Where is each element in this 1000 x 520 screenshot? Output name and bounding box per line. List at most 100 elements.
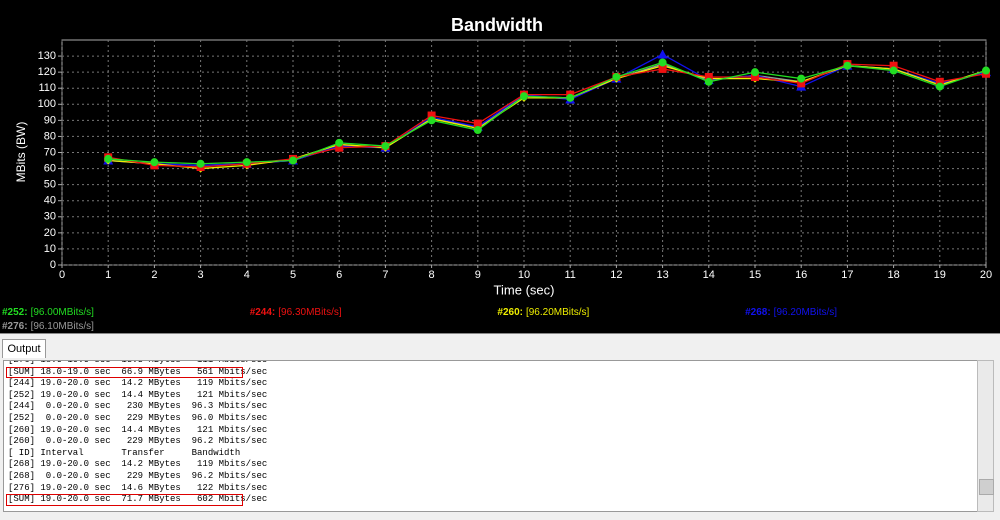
data-point xyxy=(150,158,159,167)
output-line: [244] 19.0-20.0 sec 14.2 MBytes 119 Mbit… xyxy=(8,378,268,389)
data-point xyxy=(196,159,205,168)
y-tick-label: 20 xyxy=(44,227,56,239)
x-tick-label: 0 xyxy=(59,269,65,281)
output-line: [260] 19.0-20.0 sec 14.4 MBytes 121 Mbit… xyxy=(8,424,268,435)
y-tick-label: 100 xyxy=(38,98,56,110)
legend-entry: #276: [96.10MBits/s] xyxy=(2,321,94,332)
data-point xyxy=(612,72,621,81)
chart: Bandwidth Time (sec) MBits (BW) 01020304… xyxy=(0,0,1000,333)
data-point xyxy=(982,66,990,75)
data-point xyxy=(797,74,806,83)
output-lines: [276] 18.0-19.0 sec 13.3 MBytes 111 Mbit… xyxy=(6,360,269,506)
x-tick-label: 7 xyxy=(382,269,388,281)
legend-summary: [96.10MBits/s] xyxy=(31,321,95,332)
legend-name: #260: xyxy=(497,307,523,318)
output-line: [SUM] 19.0-20.0 sec 71.7 MBytes 602 Mbit… xyxy=(6,494,268,506)
data-point xyxy=(427,116,436,125)
data-point xyxy=(289,156,297,165)
x-tick-label: 12 xyxy=(610,269,622,281)
legend-name: #252: xyxy=(2,307,28,318)
x-tick-label: 10 xyxy=(518,269,530,281)
y-axis-label: MBits (BW) xyxy=(14,122,28,183)
chart-background xyxy=(0,0,1000,333)
x-tick-label: 4 xyxy=(244,269,250,281)
chart-title: Bandwidth xyxy=(451,15,543,35)
data-point xyxy=(889,61,898,70)
data-point xyxy=(104,154,113,163)
legend-summary: [96.30MBits/s] xyxy=(278,307,342,318)
y-tick-label: 40 xyxy=(44,195,56,207)
x-tick-label: 9 xyxy=(475,269,481,281)
x-tick-label: 18 xyxy=(887,269,899,281)
series-line xyxy=(108,61,987,165)
output-line: [276] 18.0-19.0 sec 13.3 MBytes 111 Mbit… xyxy=(8,360,268,365)
output-line: [260] 0.0-20.0 sec 229 MBytes 96.2 Mbits… xyxy=(8,436,268,447)
data-point xyxy=(751,72,759,81)
x-tick-label: 3 xyxy=(198,269,204,281)
data-point xyxy=(335,138,344,147)
data-point xyxy=(797,79,806,88)
data-point xyxy=(658,64,667,73)
data-point xyxy=(427,111,436,120)
data-point xyxy=(381,142,390,151)
legend-entry: #268: [96.20MBits/s] xyxy=(745,307,837,318)
y-tick-label: 30 xyxy=(44,211,56,223)
data-point xyxy=(473,119,482,128)
x-tick-label: 16 xyxy=(795,269,807,281)
y-tick-label: 0 xyxy=(50,259,56,271)
data-point xyxy=(704,72,713,81)
y-tick-label: 80 xyxy=(44,130,56,142)
output-line: [SUM] 18.0-19.0 sec 66.9 MBytes 561 Mbit… xyxy=(6,366,268,379)
x-tick-label: 13 xyxy=(656,269,668,281)
data-point xyxy=(843,61,852,70)
legend-entry: #244: [96.30MBits/s] xyxy=(250,307,342,318)
data-point xyxy=(335,143,344,152)
x-tick-label: 2 xyxy=(151,269,157,281)
y-tick-label: 110 xyxy=(38,82,56,94)
y-tick-label: 90 xyxy=(44,114,56,126)
data-point xyxy=(935,82,944,91)
legend-summary: [96.20MBits/s] xyxy=(526,307,590,318)
y-tick-label: 60 xyxy=(44,162,56,174)
legend-name: #244: xyxy=(250,307,276,318)
x-tick-label: 1 xyxy=(105,269,111,281)
data-point xyxy=(566,93,575,102)
output-tab[interactable]: Output xyxy=(2,339,46,358)
output-panel: [276] 18.0-19.0 sec 13.3 MBytes 111 Mbit… xyxy=(3,360,978,512)
scrollbar[interactable] xyxy=(977,360,994,512)
legend-entry: #260: [96.20MBits/s] xyxy=(497,307,589,318)
output-line: [252] 19.0-20.0 sec 14.4 MBytes 121 Mbit… xyxy=(8,389,268,400)
x-tick-label: 6 xyxy=(336,269,342,281)
data-point xyxy=(935,77,944,86)
data-point xyxy=(658,58,667,67)
x-tick-label: 5 xyxy=(290,269,296,281)
x-tick-label: 8 xyxy=(429,269,435,281)
legend-summary: [96.20MBits/s] xyxy=(774,307,838,318)
legend-name: #268: xyxy=(745,307,771,318)
output-line: [244] 0.0-20.0 sec 230 MBytes 96.3 Mbits… xyxy=(8,401,268,412)
y-tick-label: 70 xyxy=(44,146,56,158)
data-point xyxy=(473,126,482,134)
data-point xyxy=(889,66,898,75)
x-tick-label: 15 xyxy=(749,269,761,281)
y-tick-label: 50 xyxy=(44,179,56,191)
data-point xyxy=(657,49,668,59)
x-tick-label: 20 xyxy=(980,269,992,281)
legend-name: #276: xyxy=(2,321,28,332)
y-tick-label: 10 xyxy=(44,243,56,255)
output-line: [276] 19.0-20.0 sec 14.6 MBytes 122 Mbit… xyxy=(8,482,268,493)
x-tick-label: 17 xyxy=(841,269,853,281)
data-point xyxy=(704,77,713,86)
data-point xyxy=(242,158,251,167)
scroll-thumb[interactable] xyxy=(979,479,994,495)
y-tick-label: 130 xyxy=(38,50,56,62)
x-tick-label: 11 xyxy=(564,269,575,281)
legend-entry: #252: [96.00MBits/s] xyxy=(2,307,94,318)
output-line: [268] 0.0-20.0 sec 229 MBytes 96.2 Mbits… xyxy=(8,470,268,481)
data-point xyxy=(520,92,528,101)
x-axis-label: Time (sec) xyxy=(494,282,555,297)
output-line: [252] 0.0-20.0 sec 229 MBytes 96.0 Mbits… xyxy=(8,412,268,423)
tab-bar xyxy=(0,333,1000,360)
x-tick-label: 14 xyxy=(703,269,715,281)
